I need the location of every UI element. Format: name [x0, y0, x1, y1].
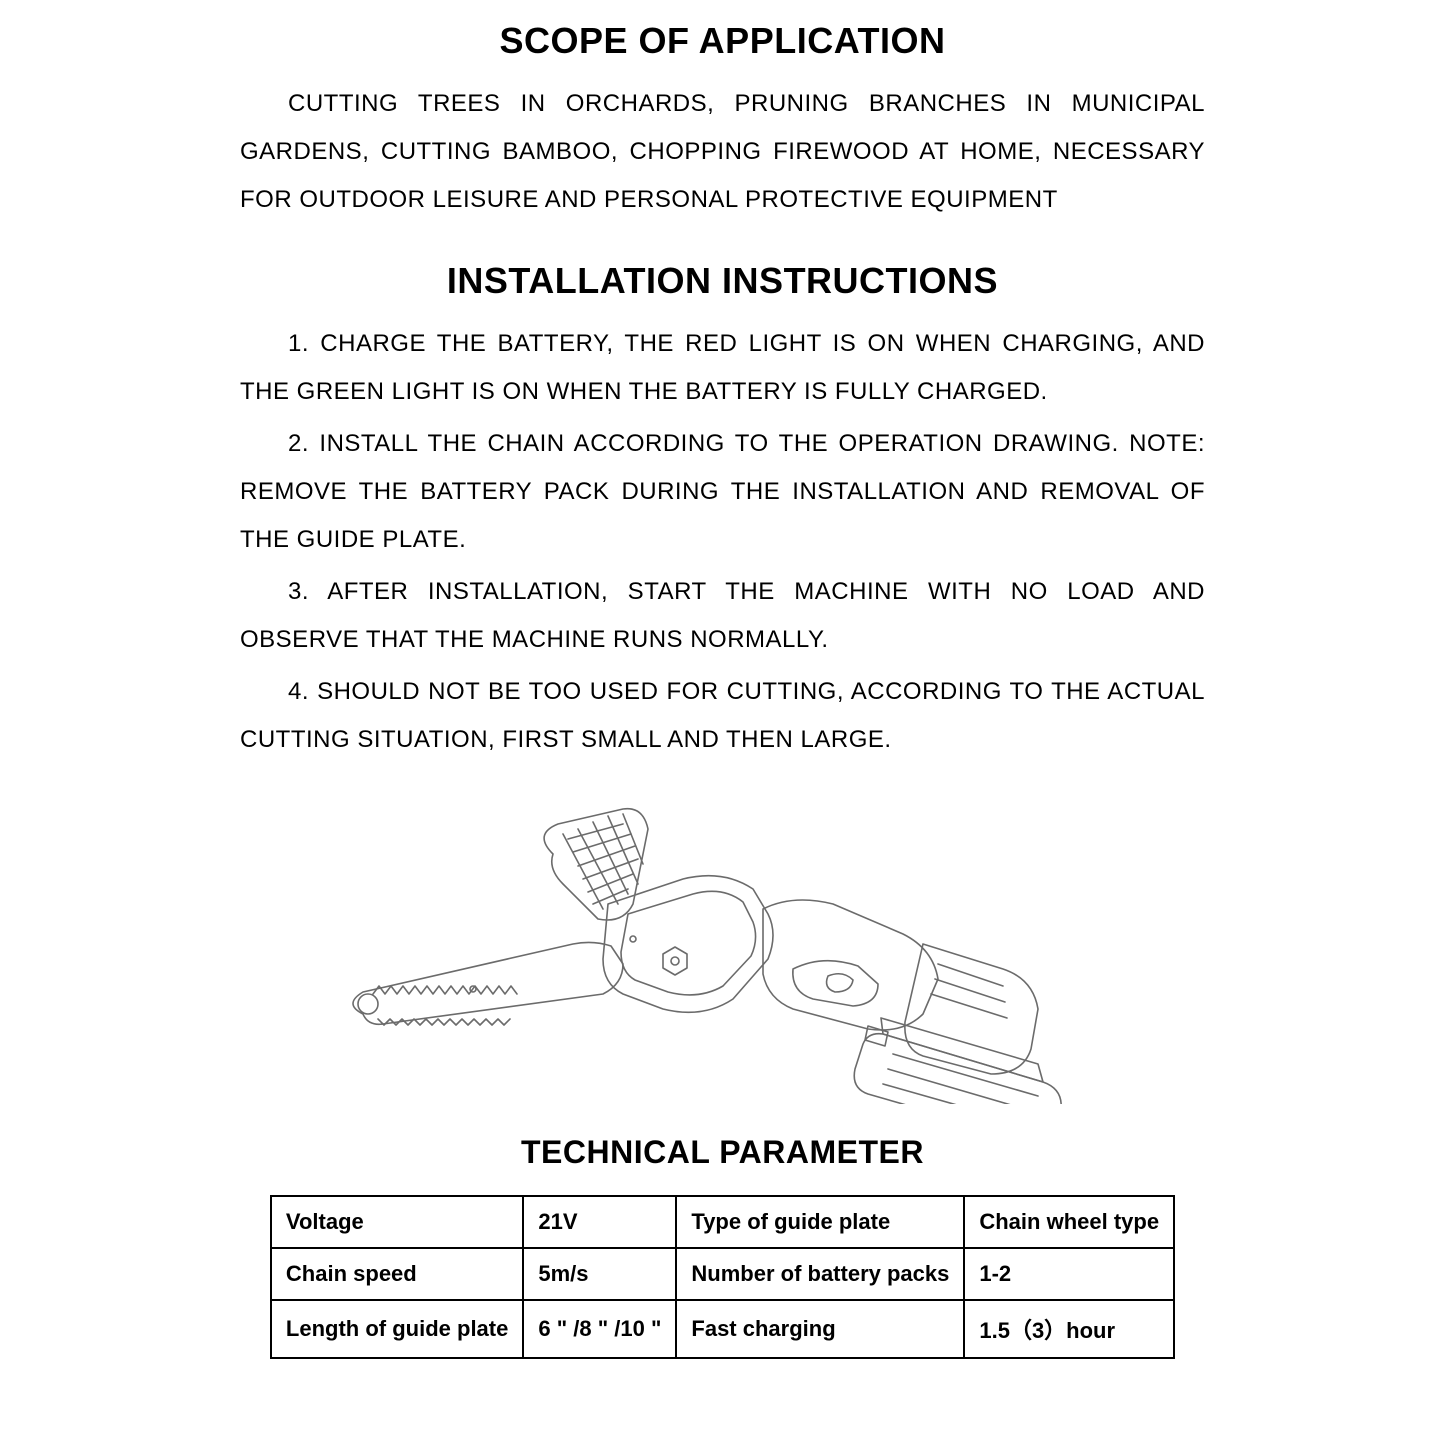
table-row: Voltage 21V Type of guide plate Chain wh…: [271, 1196, 1174, 1248]
installation-item: 4. SHOULD NOT BE TOO USED FOR CUTTING, A…: [240, 668, 1205, 764]
table-cell: Type of guide plate: [676, 1196, 964, 1248]
table-cell: 1.5（3）hour: [964, 1300, 1174, 1358]
product-diagram-container: [40, 794, 1405, 1104]
installation-list: 1. CHARGE THE BATTERY, THE RED LIGHT IS …: [40, 320, 1405, 764]
table-cell: 21V: [523, 1196, 676, 1248]
table-cell: 6 " /8 " /10 ": [523, 1300, 676, 1358]
table-cell: Chain speed: [271, 1248, 523, 1300]
table-row: Chain speed 5m/s Number of battery packs…: [271, 1248, 1174, 1300]
table-cell: Voltage: [271, 1196, 523, 1248]
technical-parameter-table: Voltage 21V Type of guide plate Chain wh…: [270, 1195, 1175, 1359]
document-page: SCOPE OF APPLICATION CUTTING TREES IN OR…: [0, 20, 1445, 1359]
table-cell: Chain wheel type: [964, 1196, 1174, 1248]
installation-heading: INSTALLATION INSTRUCTIONS: [40, 260, 1405, 302]
technical-heading: TECHNICAL PARAMETER: [40, 1134, 1405, 1171]
table-cell: 1-2: [964, 1248, 1174, 1300]
table-cell: Fast charging: [676, 1300, 964, 1358]
scope-text: CUTTING TREES IN ORCHARDS, PRUNING BRANC…: [40, 80, 1405, 224]
chainsaw-line-drawing: [323, 794, 1123, 1104]
installation-item: 3. AFTER INSTALLATION, START THE MACHINE…: [240, 568, 1205, 664]
installation-item: 1. CHARGE THE BATTERY, THE RED LIGHT IS …: [240, 320, 1205, 416]
scope-heading: SCOPE OF APPLICATION: [40, 20, 1405, 62]
table-row: Length of guide plate 6 " /8 " /10 " Fas…: [271, 1300, 1174, 1358]
installation-item: 2. INSTALL THE CHAIN ACCORDING TO THE OP…: [240, 420, 1205, 564]
table-cell: Length of guide plate: [271, 1300, 523, 1358]
table-cell: 5m/s: [523, 1248, 676, 1300]
table-cell: Number of battery packs: [676, 1248, 964, 1300]
